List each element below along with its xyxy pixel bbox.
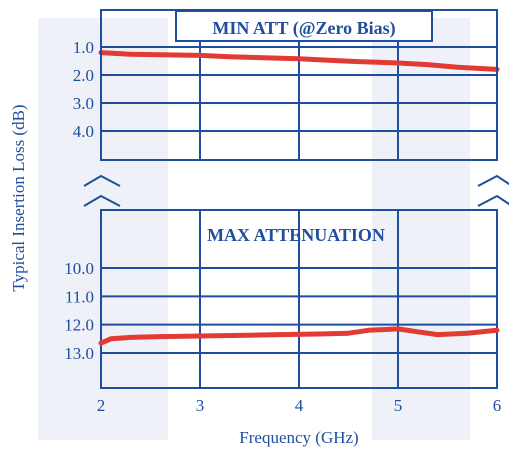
y-tick-label-top-3: 4.0 bbox=[73, 122, 94, 141]
bottom-panel-title: MAX ATTENUATION bbox=[207, 225, 385, 245]
chart-marks: 1.0 2.0 3.0 4.0 10.0 11.0 12.0 13.0 2 3 4 5 6 bbox=[64, 38, 501, 415]
series-line-top-0 bbox=[98, 50, 500, 72]
top-panel-title-box bbox=[175, 10, 433, 42]
axis-break-right-upper bbox=[477, 174, 509, 187]
y-tick-label-bottom-1: 11.0 bbox=[65, 287, 94, 306]
y-axis-label: Typical Insertion Loss (dB) bbox=[9, 104, 28, 291]
x-tick-label-0: 2 bbox=[97, 396, 106, 415]
y-tick-label-top-2: 3.0 bbox=[73, 94, 94, 113]
x-tick-label-2: 4 bbox=[295, 396, 304, 415]
axis-break-left-upper bbox=[83, 174, 121, 187]
watermark-shape-left bbox=[38, 18, 168, 440]
watermark-shape-right bbox=[372, 18, 470, 440]
x-tick-label-1: 3 bbox=[196, 396, 205, 415]
x-axis-label: Frequency (GHz) bbox=[239, 428, 358, 447]
axis-break-right-lower bbox=[477, 194, 509, 207]
y-tick-label-bottom-2: 12.0 bbox=[64, 316, 94, 335]
axis-break-marks bbox=[83, 174, 509, 207]
y-tick-label-top-0: 1.0 bbox=[73, 38, 94, 57]
y-tick-label-top-1: 2.0 bbox=[73, 66, 94, 85]
top-panel-title: MIN ATT (@Zero Bias) bbox=[212, 18, 395, 39]
top-panel: MIN ATT (@Zero Bias) bbox=[100, 9, 498, 161]
x-tick-label-4: 6 bbox=[493, 396, 502, 415]
axis-break-left-lower bbox=[83, 194, 121, 207]
x-tick-label-3: 5 bbox=[394, 396, 403, 415]
series-line-bottom-0 bbox=[98, 326, 500, 346]
y-tick-label-bottom-0: 10.0 bbox=[64, 259, 94, 278]
y-tick-label-bottom-3: 13.0 bbox=[64, 344, 94, 363]
